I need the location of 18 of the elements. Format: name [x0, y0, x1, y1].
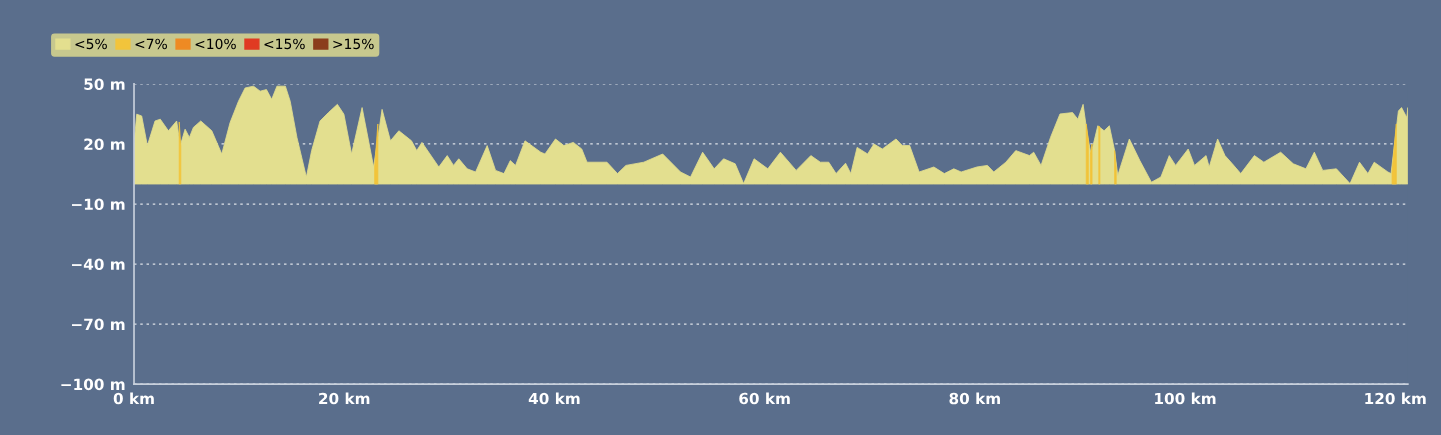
y-tick-label: −10 m: [72, 198, 125, 211]
y-tick-label: −70 m: [72, 318, 125, 331]
x-tick-label: 40 km: [528, 392, 580, 405]
legend-label: >15%: [333, 38, 374, 50]
y-tick-label: 50 m: [84, 78, 125, 90]
legend-label: <15%: [264, 38, 305, 50]
y-tick-label: −100 m: [61, 378, 125, 391]
x-tick-label: 100 km: [1155, 392, 1216, 405]
x-tick-label: 60 km: [739, 392, 790, 405]
x-tick-label: 20 km: [319, 392, 370, 405]
legend-label: <10%: [195, 38, 236, 50]
x-tick-label: 0 km: [113, 392, 154, 405]
legend-label: <7%: [135, 38, 167, 50]
y-tick-label: −40 m: [72, 258, 125, 271]
x-tick-label: 80 km: [949, 392, 1000, 405]
y-tick-label: 20 m: [84, 138, 125, 151]
legend-label: <5%: [75, 38, 107, 50]
x-tick-label: 120 km: [1365, 392, 1426, 405]
